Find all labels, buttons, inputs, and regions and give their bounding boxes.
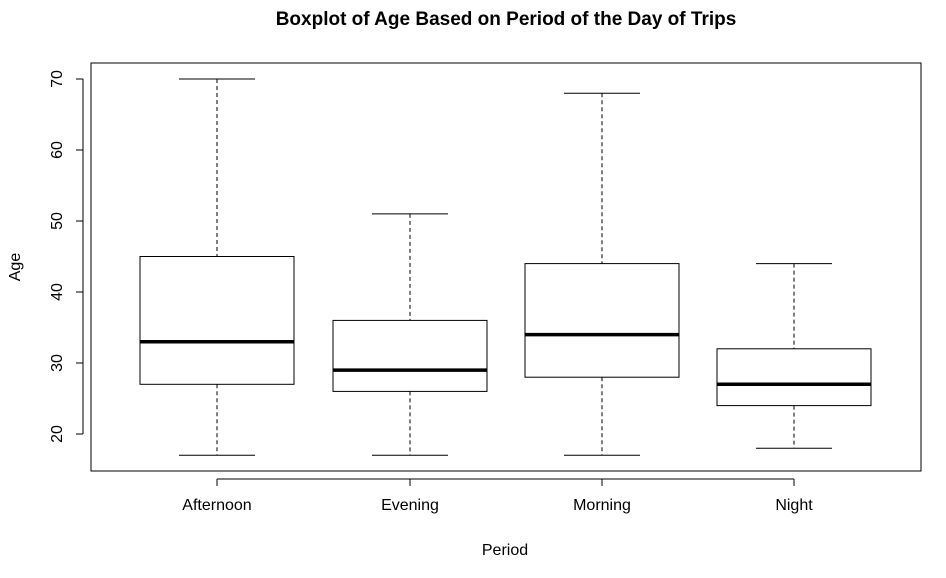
iqr-box xyxy=(332,319,488,392)
iqr-box xyxy=(716,348,872,407)
chart-title: Boxplot of Age Based on Period of the Da… xyxy=(276,9,737,30)
y-axis: 20 30 40 50 60 70 xyxy=(49,70,84,443)
x-tick-label: Night xyxy=(775,497,813,514)
box-group xyxy=(139,78,872,456)
x-axis-label: Period xyxy=(482,542,528,559)
y-axis-label: Age xyxy=(7,253,24,282)
x-tick-label: Afternoon xyxy=(182,497,251,514)
iqr-box xyxy=(139,256,295,385)
y-tick-label: 40 xyxy=(49,283,66,301)
iqr-box xyxy=(524,263,680,378)
box-afternoon xyxy=(139,78,295,456)
y-tick-label: 20 xyxy=(49,425,66,443)
box-morning xyxy=(524,92,680,456)
y-tick-label: 30 xyxy=(49,354,66,372)
y-tick-label: 60 xyxy=(49,141,66,159)
plot-frame xyxy=(90,62,922,472)
box-evening xyxy=(332,213,488,456)
y-tick-label: 70 xyxy=(49,70,66,88)
x-tick-label: Morning xyxy=(573,497,631,514)
box-night xyxy=(716,263,872,449)
x-tick-label: Evening xyxy=(381,497,439,514)
x-axis: Afternoon Evening Morning Night xyxy=(182,478,813,514)
y-tick-label: 50 xyxy=(49,212,66,230)
